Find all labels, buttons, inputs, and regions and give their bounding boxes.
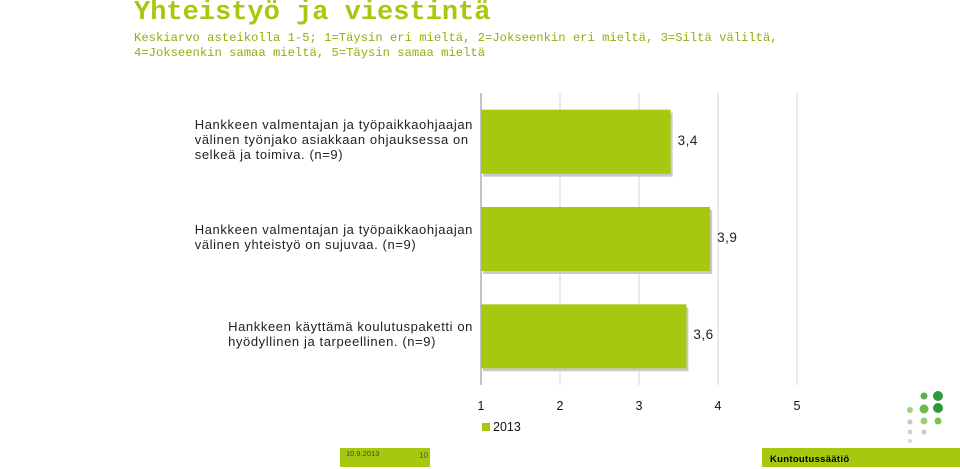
data-label-3: 3,6 — [693, 327, 714, 343]
slide-subtitle-line2: 4=Jokseenkin samaa mieltä, 5=Täysin sama… — [134, 46, 486, 60]
data-label-1: 3,4 — [677, 132, 698, 148]
x-tick-5: 5 — [793, 399, 801, 413]
category-label-2-line-2: välinen yhteistyö on sujuvaa. (n=9) — [194, 237, 417, 252]
slide-title: Yhteistyö ja viestintä — [134, 0, 491, 28]
x-tick-2: 2 — [556, 399, 564, 413]
category-label-1-line-3: selkeä ja toimiva. (n=9) — [194, 147, 344, 163]
logo-dot-10 — [907, 429, 913, 435]
logo-dot-9 — [921, 429, 927, 435]
logo-dot-5 — [907, 407, 913, 413]
bar-1 — [481, 109, 671, 174]
logo-dot-3 — [933, 403, 943, 413]
category-label-3-line-1: Hankkeen käyttämä koulutuspaketti on — [228, 319, 473, 335]
category-label-1-line-1: Hankkeen valmentajan ja työpaikkaohjaaja… — [194, 117, 473, 133]
logo-dot-7 — [920, 417, 928, 425]
logo-dot-2 — [920, 392, 928, 400]
logo-dot-4 — [919, 404, 929, 414]
logo-dot-8 — [907, 419, 913, 425]
footer-date: 10.9.2013 — [346, 449, 380, 458]
slide-subtitle-line1: Keskiarvo asteikolla 1-5; 1=Täysin eri m… — [134, 31, 778, 45]
x-tick-1: 1 — [477, 399, 485, 413]
category-label-1: Hankkeen valmentajan ja työpaikkaohjaaja… — [195, 117, 473, 162]
category-label-2-line-1: Hankkeen valmentajan ja työpaikkaohjaaja… — [194, 222, 473, 237]
legend: 2013 — [482, 420, 521, 434]
bar-2 — [481, 207, 711, 271]
category-label-2: Hankkeen valmentajan ja työpaikkaohjaaja… — [195, 222, 473, 252]
logo-dot-11 — [908, 439, 912, 443]
logo-dot-1 — [933, 391, 943, 401]
brand-name: Kuntoutussäätiö — [770, 454, 850, 465]
page-number: 10 — [419, 451, 428, 460]
legend-swatch — [482, 423, 490, 431]
footer-bar-right — [762, 448, 960, 467]
logo-dot-6 — [934, 417, 942, 425]
category-label-3-line-2: hyödyllinen ja tarpeellinen. (n=9) — [228, 334, 437, 350]
category-label-3: Hankkeen käyttämä koulutuspaketti on hyöd… — [228, 319, 473, 349]
x-tick-4: 4 — [714, 399, 722, 413]
data-label-2: 3,9 — [717, 230, 738, 245]
footer-bar-left — [340, 448, 430, 467]
bar-3 — [481, 304, 687, 369]
legend-label-2013: 2013 — [493, 420, 521, 434]
x-tick-3: 3 — [635, 399, 643, 413]
category-label-1-line-2: välinen työnjako asiakkaan ohjauksessa o… — [194, 132, 469, 148]
